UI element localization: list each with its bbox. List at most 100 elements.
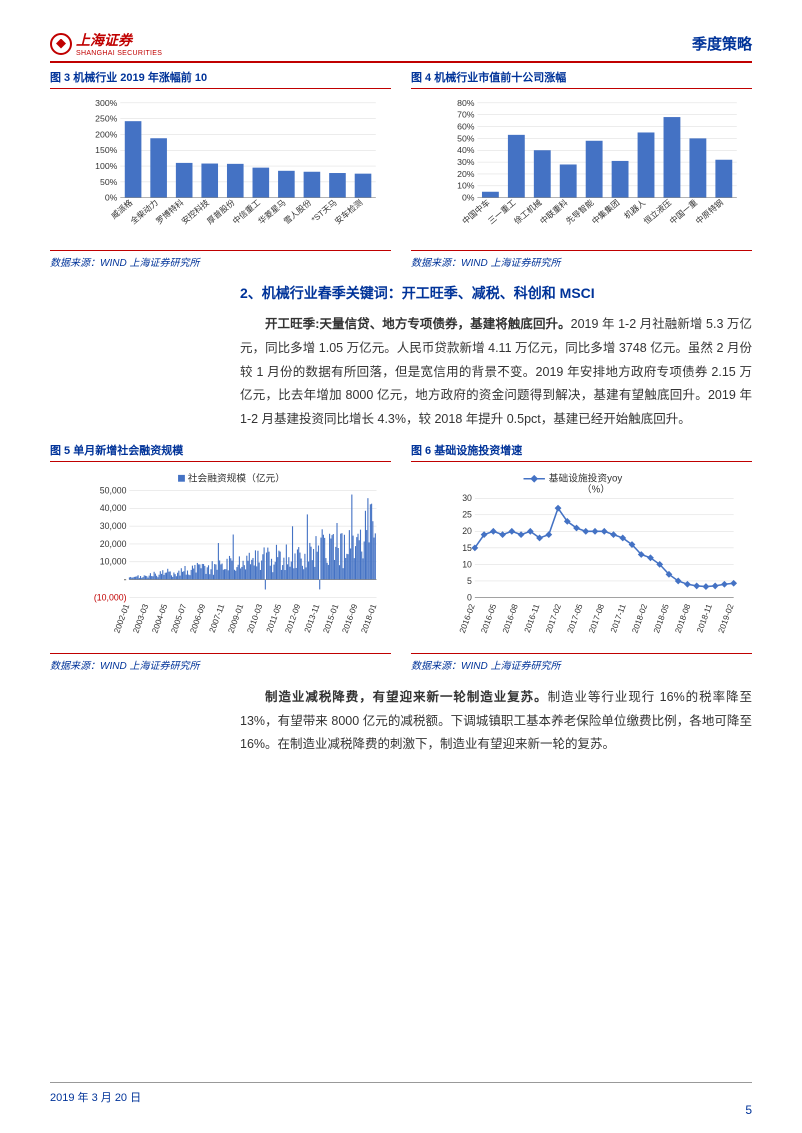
- logo-text: 上海证券: [76, 30, 162, 50]
- chart4-container: 图 4 机械行业市值前十公司涨幅 0%10%20%30%40%50%60%70%…: [411, 69, 752, 269]
- svg-text:（%）: （%）: [582, 483, 610, 495]
- chart5-svg: 社会融资规模（亿元）(10,000)-10,00020,00030,00040,…: [80, 471, 389, 651]
- svg-text:2009-01: 2009-01: [227, 602, 246, 634]
- svg-text:2004-05: 2004-05: [150, 602, 169, 634]
- svg-text:30,000: 30,000: [100, 521, 127, 531]
- svg-text:40,000: 40,000: [100, 503, 127, 513]
- svg-text:徐工机械: 徐工机械: [512, 197, 544, 226]
- svg-text:2006-09: 2006-09: [189, 602, 208, 634]
- svg-text:50%: 50%: [100, 177, 118, 187]
- svg-text:(10,000): (10,000): [94, 592, 127, 602]
- svg-text:10%: 10%: [457, 181, 475, 191]
- footer-page: 5: [745, 1103, 752, 1117]
- svg-text:2002-01: 2002-01: [112, 602, 131, 634]
- svg-text:先导智能: 先导智能: [564, 197, 596, 226]
- svg-text:2013-11: 2013-11: [303, 602, 322, 633]
- svg-text:20,000: 20,000: [100, 539, 127, 549]
- para1-bold: 开工旺季:天量信贷、地方专项债券，基建将触底回升。: [265, 317, 571, 331]
- chart4-source: 数据来源：WIND 上海证券研究所: [411, 250, 752, 269]
- svg-text:罗博特科: 罗博特科: [154, 197, 186, 226]
- svg-text:恒立液压: 恒立液压: [642, 197, 674, 226]
- section2-title: 2、机械行业春季关键词：开工旺季、减税、科创和 MSCI: [50, 283, 752, 303]
- svg-text:0%: 0%: [105, 193, 118, 203]
- svg-text:20%: 20%: [457, 169, 475, 179]
- section2-para1: 开工旺季:天量信贷、地方专项债券，基建将触底回升。2019 年 1-2 月社融新…: [50, 313, 752, 432]
- svg-text:50,000: 50,000: [100, 485, 127, 495]
- svg-text:15: 15: [462, 543, 472, 553]
- chart6-source: 数据来源：WIND 上海证券研究所: [411, 653, 752, 672]
- svg-text:300%: 300%: [95, 98, 117, 108]
- svg-text:2016-09: 2016-09: [341, 602, 360, 634]
- svg-text:2018-08: 2018-08: [674, 602, 693, 634]
- para2-bold: 制造业减税降费，有望迎来新一轮制造业复苏。: [265, 690, 548, 704]
- chart-row-1: 图 3 机械行业 2019 年涨幅前 10 0%50%100%150%200%2…: [50, 69, 752, 269]
- svg-text:70%: 70%: [457, 110, 475, 120]
- svg-text:2018-11: 2018-11: [695, 602, 714, 633]
- svg-text:基础设施投资yoy: 基础设施投资yoy: [549, 471, 623, 484]
- svg-text:25: 25: [462, 509, 472, 519]
- svg-text:2012-09: 2012-09: [284, 602, 303, 634]
- svg-text:2019-02: 2019-02: [717, 602, 736, 634]
- svg-text:10,000: 10,000: [100, 556, 127, 566]
- logo-icon: [50, 33, 72, 55]
- svg-text:10: 10: [462, 559, 472, 569]
- svg-text:中原特钢: 中原特钢: [693, 197, 725, 226]
- chart3-container: 图 3 机械行业 2019 年涨幅前 10 0%50%100%150%200%2…: [50, 69, 391, 269]
- para2: 制造业减税降费，有望迎来新一轮制造业复苏。制造业等行业现行 16%的税率降至 1…: [50, 686, 752, 757]
- logo: 上海证券 SHANGHAI SECURITIES: [50, 30, 162, 57]
- svg-text:2017-05: 2017-05: [566, 602, 585, 634]
- svg-text:2016-02: 2016-02: [458, 602, 477, 634]
- chart4-title: 图 4 机械行业市值前十公司涨幅: [411, 69, 752, 89]
- svg-text:2010-03: 2010-03: [246, 602, 265, 634]
- chart5-title: 图 5 单月新增社会融资规模: [50, 442, 391, 462]
- chart6-svg: 基础设施投资yoy（%） 0 5 10 15 20 25 30 2016-022016-05 20…: [441, 471, 750, 651]
- svg-text:2016-11: 2016-11: [523, 602, 542, 633]
- footer-date: 2019 年 3 月 20 日: [50, 1089, 141, 1105]
- svg-text:2005-07: 2005-07: [169, 602, 188, 634]
- svg-text:2018-05: 2018-05: [652, 602, 671, 634]
- svg-text:中信重工: 中信重工: [230, 197, 262, 226]
- svg-text:2018-01: 2018-01: [360, 602, 379, 634]
- svg-text:50%: 50%: [457, 133, 475, 143]
- svg-text:60%: 60%: [457, 121, 475, 131]
- chart6-title: 图 6 基础设施投资增速: [411, 442, 752, 462]
- svg-text:中集集团: 中集集团: [590, 197, 622, 226]
- svg-text:2018-02: 2018-02: [630, 602, 649, 634]
- svg-text:雪人股份: 雪人股份: [282, 197, 314, 226]
- svg-text:30%: 30%: [457, 157, 475, 167]
- svg-text:2017-08: 2017-08: [587, 602, 606, 634]
- chart5-box: 社会融资规模（亿元）(10,000)-10,00020,00030,00040,…: [50, 466, 391, 651]
- svg-text:0: 0: [467, 592, 472, 602]
- chart6-container: 图 6 基础设施投资增速 基础设施投资yoy（%） 0 5 10 15 20 25 30 201…: [411, 442, 752, 672]
- svg-text:20: 20: [462, 526, 472, 536]
- svg-text:安车检测: 安车检测: [333, 197, 365, 226]
- svg-text:80%: 80%: [457, 98, 475, 108]
- svg-text:2016-05: 2016-05: [479, 602, 498, 634]
- svg-text:2015-01: 2015-01: [322, 602, 341, 634]
- svg-text:-: -: [124, 574, 127, 584]
- svg-text:5: 5: [467, 576, 472, 586]
- header-category: 季度策略: [692, 33, 752, 54]
- chart-row-2: 图 5 单月新增社会融资规模 社会融资规模（亿元）(10,000)-10,000…: [50, 442, 752, 672]
- svg-text:全柴动力: 全柴动力: [128, 197, 160, 226]
- svg-text:40%: 40%: [457, 145, 475, 155]
- chart4-svg: 0%10%20%30%40%50%60%70%80%中国中车三一重工徐工机械中联…: [441, 98, 750, 248]
- chart5-container: 图 5 单月新增社会融资规模 社会融资规模（亿元）(10,000)-10,000…: [50, 442, 391, 672]
- svg-text:150%: 150%: [95, 145, 117, 155]
- chart3-svg: 0%50%100%150%200%250%300%威派格全柴动力罗博特科安控科技…: [80, 98, 389, 248]
- svg-text:2011-05: 2011-05: [265, 602, 284, 633]
- svg-text:2017-02: 2017-02: [544, 602, 563, 634]
- chart6-box: 基础设施投资yoy（%） 0 5 10 15 20 25 30 2016-022016-05 20…: [411, 466, 752, 651]
- svg-text:30: 30: [462, 493, 472, 503]
- svg-text:2003-03: 2003-03: [131, 602, 150, 634]
- svg-text:2017-11: 2017-11: [609, 602, 628, 633]
- svg-text:2007-11: 2007-11: [208, 602, 227, 633]
- svg-text:安控科技: 安控科技: [179, 197, 211, 226]
- chart5-source: 数据来源：WIND 上海证券研究所: [50, 653, 391, 672]
- para1-rest: 2019 年 1-2 月社融新增 5.3 万亿元，同比多增 1.05 万亿元。人…: [240, 317, 752, 426]
- svg-text:250%: 250%: [95, 114, 117, 124]
- svg-text:100%: 100%: [95, 161, 117, 171]
- logo-subtext: SHANGHAI SECURITIES: [76, 50, 162, 57]
- page-header: 上海证券 SHANGHAI SECURITIES 季度策略: [50, 30, 752, 63]
- page-footer: 2019 年 3 月 20 日 5: [50, 1082, 752, 1105]
